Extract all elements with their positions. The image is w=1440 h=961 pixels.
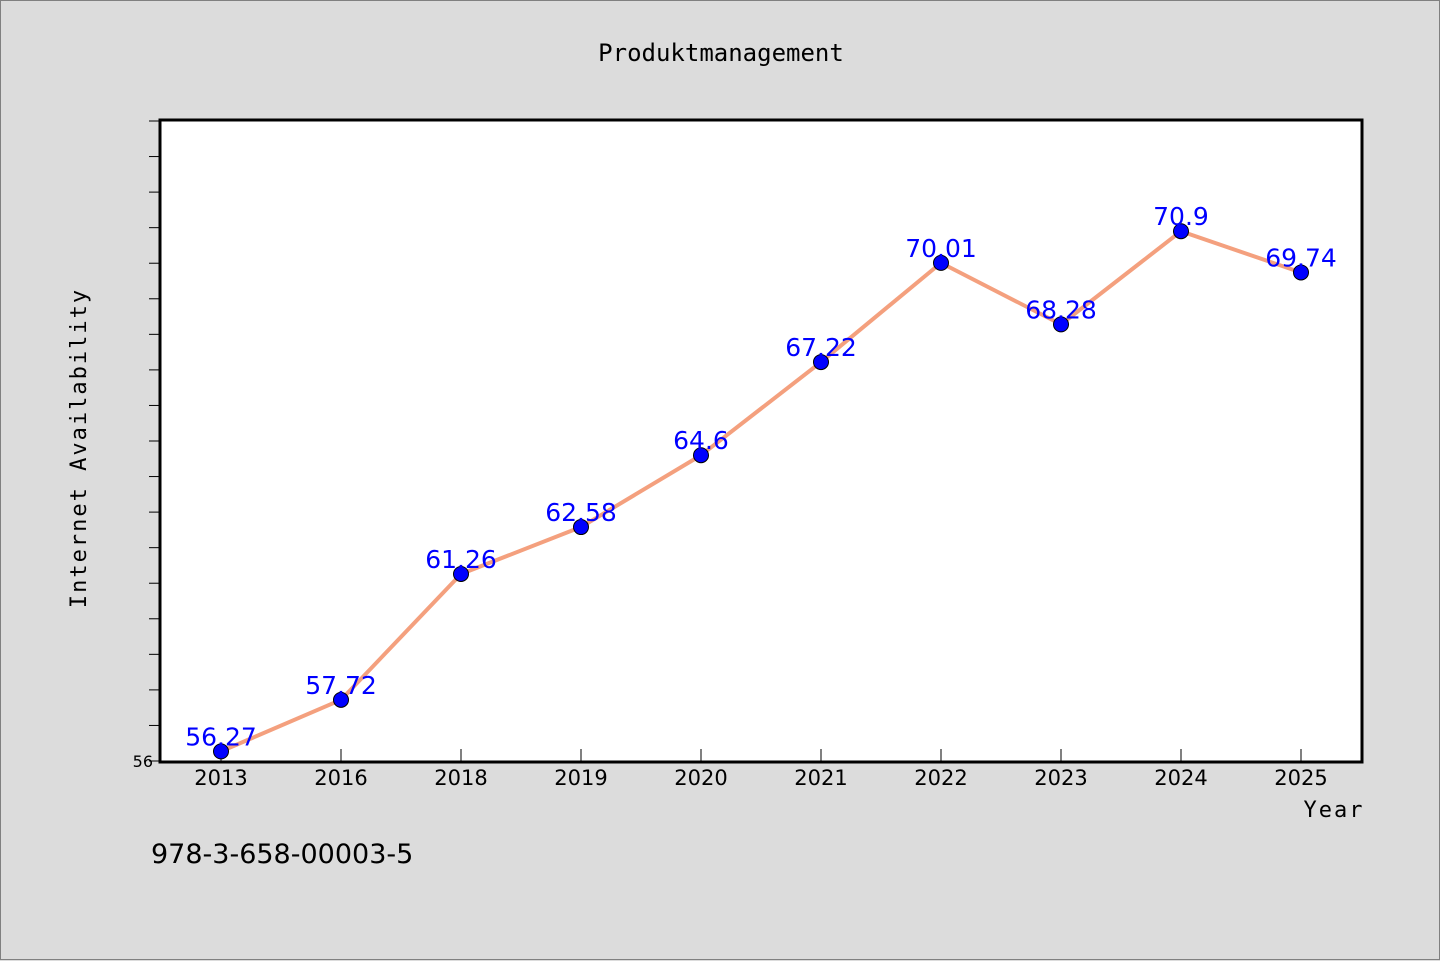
data-label: 57.72 (305, 671, 377, 700)
data-point-marker (813, 354, 829, 371)
data-label: 62.58 (545, 498, 617, 527)
data-point-marker (1293, 264, 1309, 281)
data-label: 61.26 (425, 545, 497, 574)
data-labels-group: 56.27 57.72 61.26 62.58 64.6 67.22 70.01 68.28 7… (185, 202, 1337, 751)
x-tick-label: 2016 (314, 766, 367, 790)
plot-area (160, 120, 1362, 762)
data-point-marker (1173, 223, 1189, 240)
x-tick-label: 2023 (1034, 766, 1087, 790)
y-tick-label: 56 (133, 752, 153, 771)
x-axis-label: Year (1304, 798, 1365, 823)
data-label: 69.74 (1265, 243, 1337, 272)
x-tick-label: 2013 (194, 766, 247, 790)
data-point-marker (933, 254, 949, 271)
footer-isbn: 978-3-658-00003-5 (151, 839, 413, 870)
chart-title: Produktmanagement (598, 39, 844, 67)
x-tick-label: 2025 (1274, 766, 1327, 790)
x-tick-label: 2018 (434, 766, 487, 790)
series-line-group (220, 229, 1302, 754)
data-point-marker (213, 743, 229, 760)
data-label: 68.28 (1025, 295, 1097, 324)
data-label: 64.6 (673, 426, 729, 455)
series-line (220, 229, 1302, 754)
x-tick-label: 2022 (914, 766, 967, 790)
data-point-marker (333, 691, 349, 708)
x-tick-label: 2024 (1154, 766, 1207, 790)
x-tick-label: 2020 (674, 766, 727, 790)
plot-border (158, 118, 1364, 764)
data-point-marker (693, 447, 709, 464)
x-tick-label: 2021 (794, 766, 847, 790)
data-label: 56.27 (185, 722, 257, 751)
y-axis-ticks: 56 (133, 120, 161, 771)
y-axis-label: Internet Availability (67, 288, 92, 608)
markers-group (213, 223, 1309, 760)
data-label: 67.22 (785, 333, 857, 362)
x-tick-label: 2019 (554, 766, 607, 790)
data-point-marker (573, 519, 589, 536)
data-label: 70.01 (905, 234, 977, 263)
data-point-marker (453, 565, 469, 582)
data-label: 70.9 (1153, 202, 1209, 231)
data-point-marker (1053, 316, 1069, 333)
